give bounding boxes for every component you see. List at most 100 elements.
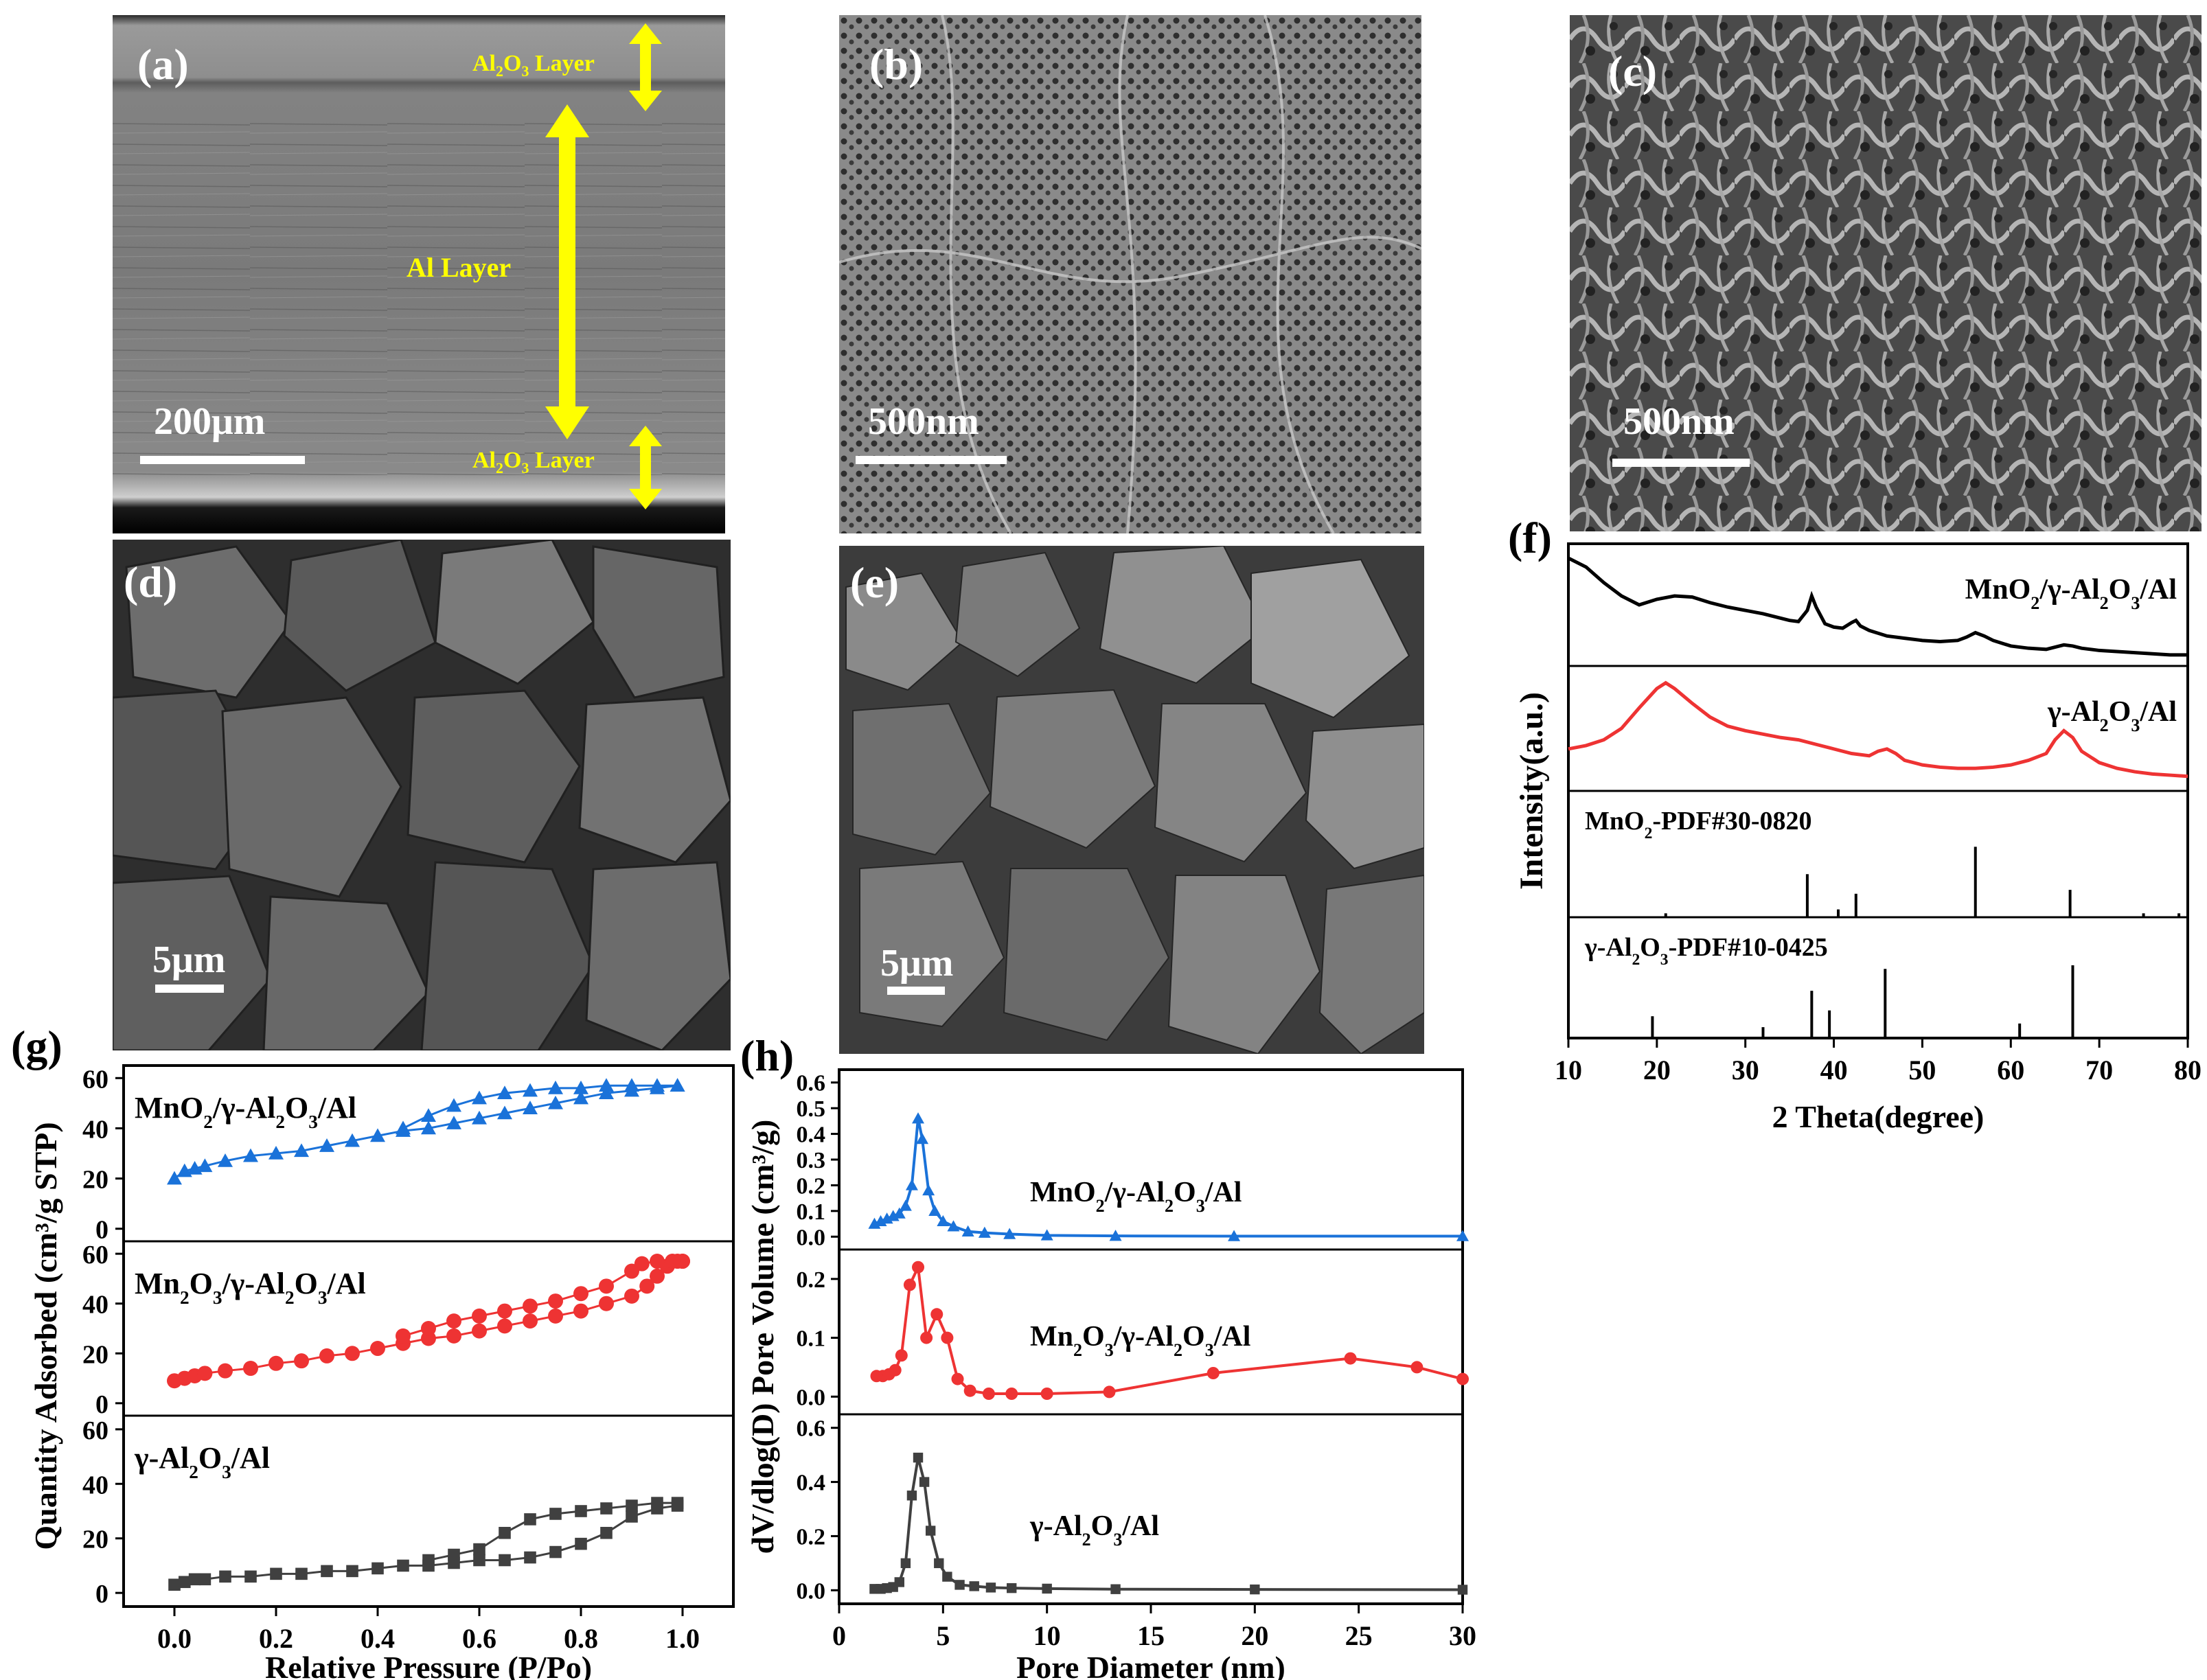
series-label: γ-Al2O3/Al [1029,1510,1159,1550]
data-point [270,1567,282,1580]
plot-frame [122,1064,735,1608]
data-point [920,1331,933,1344]
label-top-al2o3-layer: Al2O3 Layer [472,51,595,80]
data-point [472,1323,487,1339]
data-point [651,1497,663,1509]
data-point [1040,1229,1053,1241]
data-point [446,1313,461,1329]
data-point [187,1368,203,1383]
data-point [244,1570,257,1583]
panel-d: (d) 5μm [113,540,731,1050]
series-label: MnO2/γ-Al2O3/Al [1965,574,2177,613]
data-point [167,1171,182,1185]
scale-bar-label: 500nm [868,400,979,443]
y-tick-label: 40 [82,1291,108,1320]
series-label: Mn2O3/γ-Al2O3/Al [1030,1321,1250,1360]
x-tick-label: 20 [1643,1055,1671,1085]
data-point [876,1370,889,1383]
x-tick-label: 30 [1732,1055,1759,1085]
plot-frame [838,1068,1464,1605]
data-point [947,1220,960,1232]
sem-image-porous-surface [839,15,1421,533]
distribution-curve [876,1262,1463,1395]
data-point [599,1085,614,1100]
data-point [268,1146,284,1160]
data-point [626,1510,638,1523]
y-tick-label: 60 [82,1241,108,1269]
data-point [295,1567,308,1580]
sem-image-nanosheet-surface [1570,15,2202,531]
data-point [523,1101,538,1114]
data-point [874,1215,887,1227]
data-point [176,1163,192,1177]
distribution-curve [874,1457,1463,1591]
x-tick-label: 10 [1555,1055,1582,1085]
data-point [371,1562,384,1575]
data-point [219,1570,231,1583]
data-point [670,1078,685,1092]
x-tick-label: 40 [1820,1055,1848,1085]
data-point [524,1551,536,1564]
y-axis-label: dV/dlog(D) Pore Volume (cm³/g) [745,1120,780,1554]
y-tick-label: 0.0 [797,1225,826,1250]
data-point [396,1120,411,1135]
data-point [942,1572,952,1582]
x-axis-label: Relative Pressure (P/Po) [265,1650,592,1680]
data-point [497,1318,512,1334]
plot-frame [1567,542,2189,1039]
x-tick-label: 0.4 [361,1623,395,1654]
data-point [319,1138,334,1152]
panel-b: (b) 500nm [839,15,1421,533]
y-tick-label: 0 [95,1216,108,1245]
data-point [1457,1585,1468,1595]
x-tick-label: 10 [1033,1620,1061,1651]
data-point [1456,1230,1469,1241]
data-point [345,1133,360,1147]
data-point [549,1545,562,1558]
data-point [472,1110,487,1125]
data-point [370,1341,385,1357]
data-point [176,1370,192,1386]
data-point [893,1207,906,1219]
data-point [548,1308,563,1324]
y-tick-label: 0.4 [797,1471,826,1496]
data-point [634,1256,650,1271]
adsorption-branch [174,1504,678,1586]
data-point [243,1148,258,1162]
data-point [548,1095,563,1109]
x-tick-label: 0.2 [259,1623,293,1654]
series-label: γ-Al2O3-PDF#10-0425 [1584,933,1828,969]
data-point [446,1116,461,1129]
data-point [624,1288,639,1304]
data-point [978,1226,991,1238]
data-point [1042,1583,1052,1594]
data-point [951,1372,964,1385]
data-point [963,1384,976,1397]
x-tick-label: 0.6 [462,1623,496,1654]
data-point [961,1225,974,1236]
data-point [1110,1584,1121,1594]
data-point [472,1308,487,1324]
x-tick-label: 50 [1908,1055,1936,1085]
data-point [925,1526,936,1536]
data-point [421,1120,436,1135]
data-point [321,1565,333,1578]
x-axis-label: 2 Theta(degree) [1772,1099,1985,1134]
x-tick-label: 0 [832,1620,846,1651]
y-axis-label: Quantity Adsorbed (cm³/g STP) [28,1122,63,1550]
data-point [650,1254,665,1269]
panel-label-a: (a) [137,40,189,89]
data-point [928,1204,941,1217]
data-point [197,1366,213,1381]
data-point [497,1085,512,1100]
data-point [523,1083,538,1097]
data-point [894,1577,904,1587]
label-al-layer: Al Layer [407,252,512,283]
data-point [448,1556,460,1569]
x-tick-label: 15 [1137,1620,1165,1651]
data-point [599,1296,614,1311]
y-tick-label: 0.2 [797,1267,826,1293]
scale-bar-label: 5μm [152,939,226,981]
data-point [1109,1230,1122,1241]
data-point [218,1363,233,1379]
